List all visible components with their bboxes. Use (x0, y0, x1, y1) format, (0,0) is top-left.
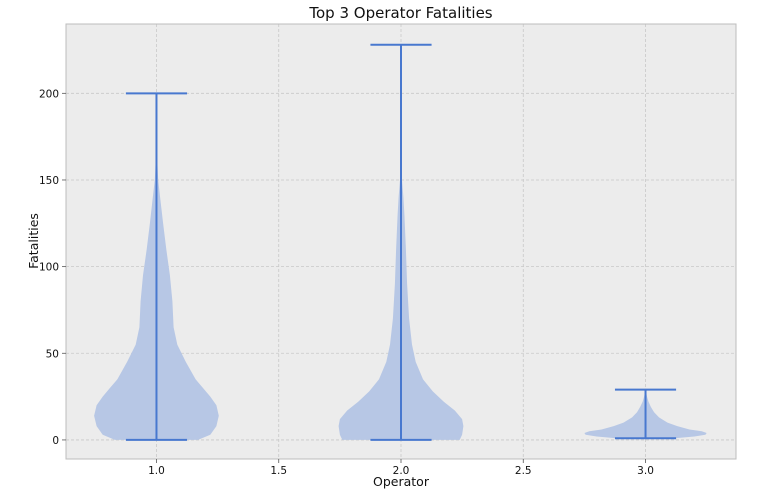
y-tick-label: 100 (39, 262, 59, 274)
x-ticks: 1.0 1.5 2.0 2.5 3.0 (148, 459, 654, 477)
y-tick-label: 150 (39, 175, 59, 187)
y-ticks: 0 50 100 150 200 (39, 88, 66, 447)
y-tick-label: 200 (39, 88, 59, 100)
x-tick-label: 2.5 (515, 465, 532, 477)
violins (94, 43, 707, 441)
x-tick-label: 1.0 (148, 465, 165, 477)
chart-title: Top 3 Operator Fatalities (308, 4, 492, 22)
x-tick-label: 2.0 (393, 465, 410, 477)
y-tick-label: 50 (46, 348, 59, 360)
y-tick-label: 0 (52, 435, 59, 447)
x-tick-label: 3.0 (637, 465, 654, 477)
y-axis-label: Fatalities (26, 213, 41, 269)
x-tick-label: 1.5 (270, 465, 287, 477)
x-axis-label: Operator (373, 474, 430, 489)
